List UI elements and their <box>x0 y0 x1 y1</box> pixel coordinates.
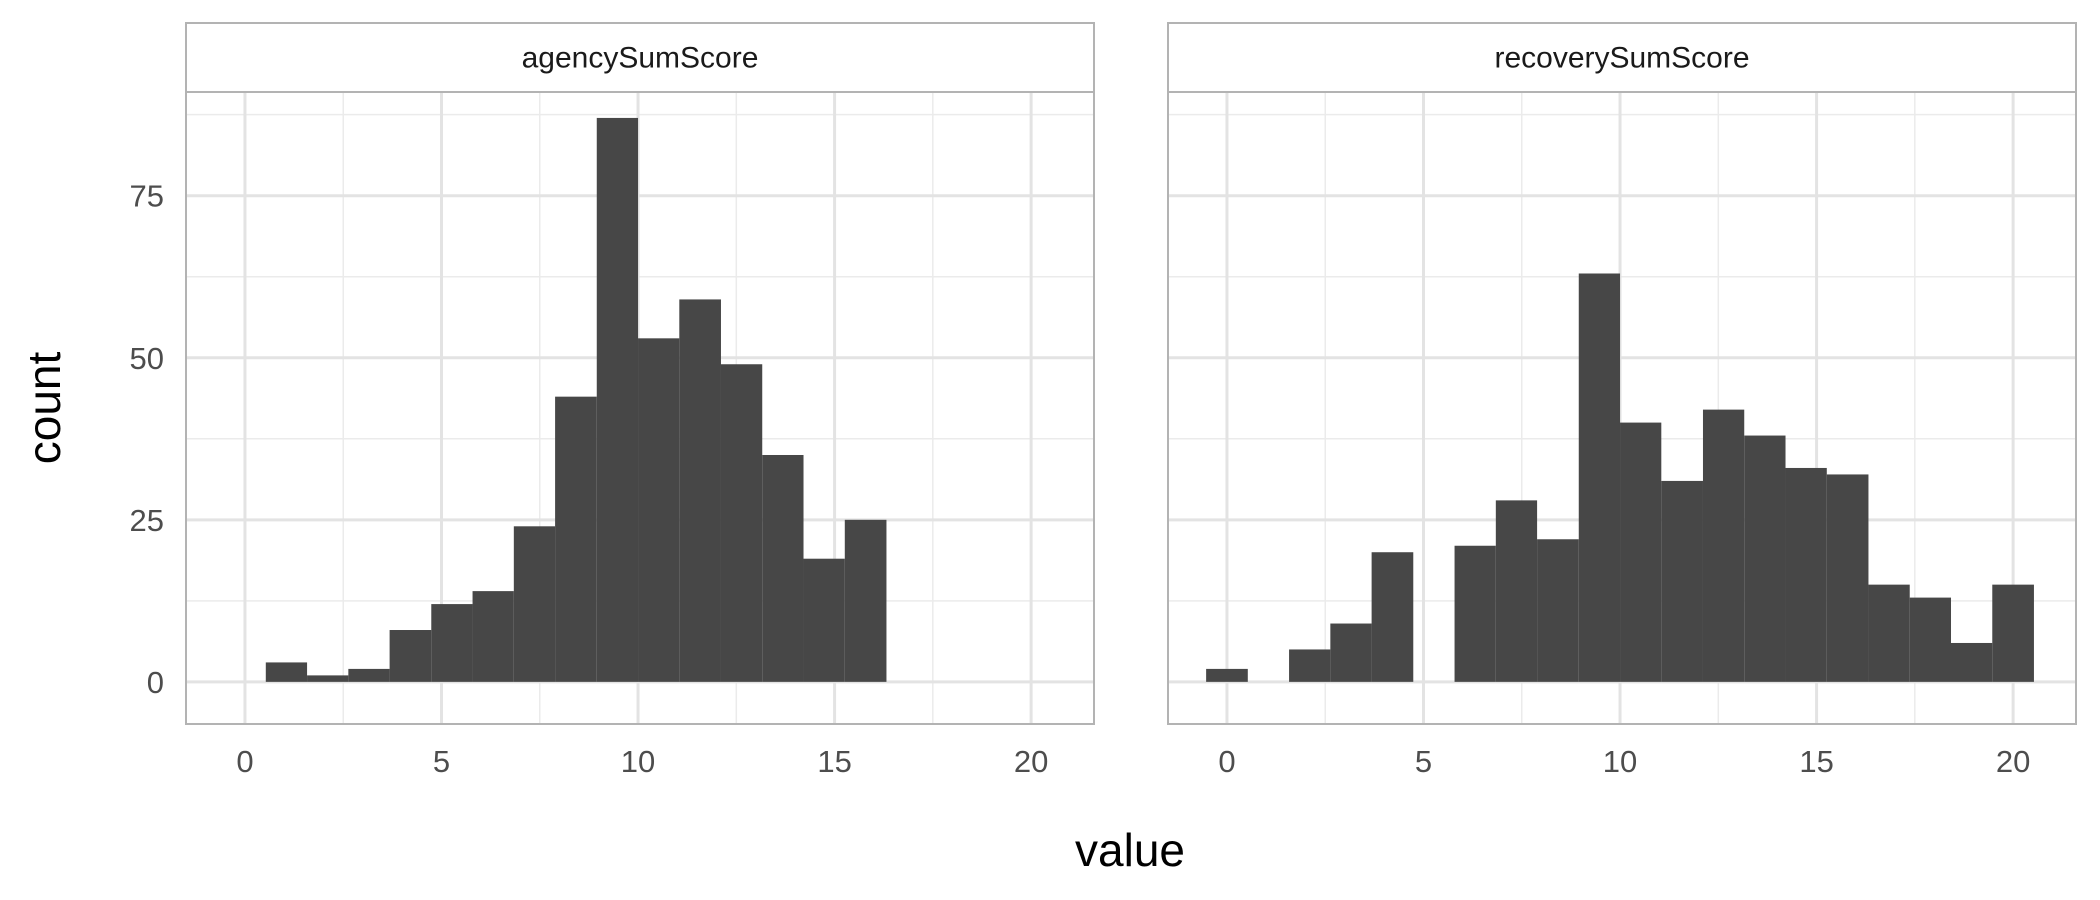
y-axis: 0 25 50 75 <box>130 179 164 700</box>
histogram-bar <box>431 604 473 682</box>
x-tick-label: 0 <box>1218 744 1235 779</box>
x-tick-label: 20 <box>1014 744 1048 779</box>
facet-strip <box>185 22 1095 93</box>
histogram-bar <box>1620 422 1662 682</box>
histogram-bar <box>1495 500 1538 682</box>
histogram-bar <box>1992 584 2034 682</box>
histogram-bar <box>638 338 680 682</box>
x-tick-label: 15 <box>817 744 851 779</box>
y-tick-label: 50 <box>130 341 164 376</box>
histogram-bar <box>1951 642 1993 682</box>
histogram-bar <box>720 364 763 682</box>
histogram-bar <box>1454 545 1496 682</box>
histogram-bar <box>1371 552 1414 682</box>
histogram-bar <box>762 454 804 682</box>
histogram-bar <box>348 668 390 682</box>
x-tick-label: 10 <box>621 744 655 779</box>
histogram-bar <box>513 526 556 682</box>
histogram-bar <box>1702 409 1745 682</box>
histogram-bar <box>472 591 514 682</box>
histogram-bar <box>389 630 432 682</box>
x-tick-label: 10 <box>1603 744 1637 779</box>
x-tick-label: 15 <box>1799 744 1833 779</box>
x-tick-label: 20 <box>1996 744 2030 779</box>
histogram-bar <box>1868 584 1910 682</box>
histogram-bar <box>1744 435 1786 682</box>
histogram-bar <box>1826 474 1869 682</box>
histogram-bar <box>679 299 721 682</box>
y-tick-label: 25 <box>130 503 164 538</box>
facet-strip-label: agencySumScore <box>522 42 759 75</box>
histogram-bar <box>1537 539 1579 682</box>
histogram-bar <box>555 396 597 682</box>
histogram-bar <box>1330 623 1372 682</box>
histogram-bar <box>1206 668 1248 682</box>
histogram-bar <box>1785 467 1827 682</box>
facet-strip-label: recoverySumScore <box>1494 42 1749 75</box>
histogram-bar <box>1661 480 1703 682</box>
y-axis-title: count <box>18 352 70 465</box>
x-axis-title: value <box>1075 824 1185 876</box>
x-tick-label: 0 <box>236 744 253 779</box>
histogram-bar <box>596 117 639 682</box>
panel-agencySumScore: agencySumScore 0 5 10 15 20 <box>185 22 1095 779</box>
histogram-bar <box>803 558 845 682</box>
histogram-bar <box>1909 597 1952 682</box>
histogram-bar <box>1289 649 1331 682</box>
histogram-bar <box>307 675 349 682</box>
facet-strip <box>1167 22 2077 93</box>
x-tick-label: 5 <box>433 744 450 779</box>
histogram-bar <box>1578 273 1621 682</box>
x-tick-label: 5 <box>1415 744 1432 779</box>
panel-recoverySumScore: recoverySumScore 0 5 10 15 20 <box>1167 22 2077 779</box>
y-tick-label: 0 <box>147 665 164 700</box>
histogram-bar <box>844 519 887 682</box>
histogram-bar <box>265 662 308 682</box>
y-tick-label: 75 <box>130 179 164 214</box>
